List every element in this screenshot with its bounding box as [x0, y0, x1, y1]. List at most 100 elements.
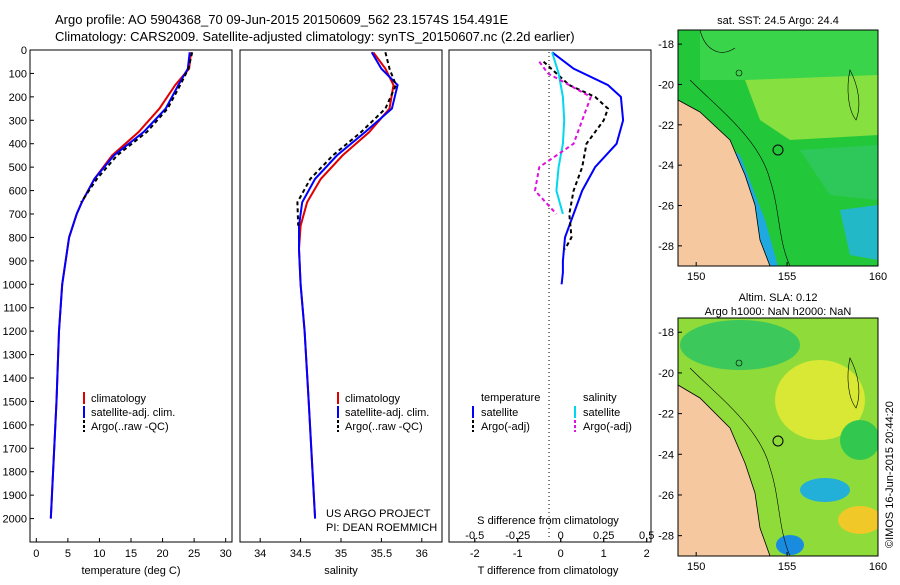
legend-argo-label: Argo(..raw -QC) [345, 421, 423, 433]
y-tick-label: 200 [9, 92, 27, 104]
x-tick-label: 0 [33, 548, 39, 560]
salinity-axes-frame [239, 49, 443, 543]
map-y-tick-label: -26 [658, 490, 674, 502]
map-x-tick-label: 160 [869, 271, 887, 283]
difference-legend: temperature salinity satellite Argo(-adj… [472, 392, 632, 433]
y-tick-label: 500 [9, 162, 27, 174]
salinity-x-ticks: 34 34.5 35 35.5 36 [254, 538, 428, 560]
temperature-axes-frame [29, 49, 233, 543]
legend-t-argo-label: Argo(-adj) [481, 421, 530, 433]
y-tick-label: 1100 [3, 303, 27, 315]
map-y-tick-label: -20 [658, 79, 674, 91]
legend-argo-label: Argo(..raw -QC) [91, 421, 169, 433]
series-line-satellite-adj-clim- [49, 52, 191, 519]
sla-map-title-1: Altim. SLA: 0.12 [739, 292, 818, 304]
y-tick-label: 700 [9, 209, 27, 221]
legend-sat-label: satellite-adj. clim. [345, 407, 429, 419]
sla-low-north [680, 320, 800, 370]
x-tick-label: 35 [335, 548, 347, 560]
y-tick-label: 600 [9, 186, 27, 198]
series-line-s-argo-adj- [533, 61, 593, 215]
sla-eddy-cold-south [776, 535, 804, 555]
x-tick-label: -2 [470, 548, 480, 560]
x-tick-label: 0.5 [639, 530, 654, 542]
sst-map-field [678, 30, 878, 266]
x-tick-label: 25 [188, 548, 200, 560]
legend-sat-label: satellite-adj. clim. [91, 407, 175, 419]
y-tick-label: 1200 [3, 326, 27, 338]
y-tick-label: 1700 [3, 443, 27, 455]
legend-temperature-title: temperature [481, 392, 540, 404]
map-x-tick-label: 155 [778, 271, 796, 283]
sla-high-center [775, 360, 865, 440]
sla-reef-contour [735, 359, 743, 367]
map-y-tick-label: -28 [658, 241, 674, 253]
map-y-tick-label: -26 [658, 200, 674, 212]
temperature-panel: 0100200300400500600700800900100011001200… [3, 45, 233, 577]
x-tick-label: 34 [254, 548, 266, 560]
sst-seamount-contour [847, 69, 860, 121]
legend-s-argo-label: Argo(-adj) [583, 421, 632, 433]
title-line-1: Argo profile: AO 5904368_70 09-Jun-2015 … [55, 12, 509, 27]
x-tick-label: 35.5 [371, 548, 392, 560]
difference-series [533, 51, 625, 285]
sla-eddy-cold [800, 478, 850, 502]
sst-warm-patch [745, 75, 878, 140]
map-x-tick-label: 150 [687, 271, 705, 283]
x-tick-label: 30 [220, 548, 232, 560]
sst-land [678, 99, 771, 266]
y-tick-label: 1300 [3, 350, 27, 362]
legend-clim-label: climatology [345, 393, 401, 405]
series-line-argo-raw-qc- [296, 52, 397, 226]
y-tick-label: 1500 [3, 396, 27, 408]
y-tick-label: 1400 [3, 373, 27, 385]
temperature-y-ticks: 0 100 200 300 400 500 600 700 800 900 1000 1100 1200… [3, 45, 34, 526]
temperature-series [49, 52, 194, 519]
y-tick-label: 1000 [3, 279, 27, 291]
sst-argo-location-marker [772, 144, 784, 156]
y-tick-label: 400 [9, 139, 27, 151]
sla-argo-location-marker [772, 435, 784, 447]
x-tick-label: 10 [93, 548, 105, 560]
x-tick-label: 0.25 [593, 530, 614, 542]
y-tick-label: 1800 [3, 467, 27, 479]
sla-map-frame [677, 317, 879, 557]
series-line-climatology [49, 52, 192, 519]
x-tick-label: 20 [156, 548, 168, 560]
sla-map: Altim. SLA: 0.12 Argo h1000: NaN h2000: … [658, 292, 896, 573]
map-y-tick-label: -18 [658, 327, 674, 339]
x-tick-label: 2 [644, 548, 650, 560]
temperature-xlabel: temperature (deg C) [81, 565, 180, 577]
sst-map-frame [677, 29, 879, 267]
y-tick-label: 900 [9, 256, 27, 268]
sst-map: sat. SST: 24.5 Argo: 24.4 150 155 160 -18 -2… [658, 15, 887, 283]
salinity-series [296, 51, 399, 519]
sst-bathymetry-contours [689, 30, 791, 266]
y-tick-label: 0 [21, 45, 27, 57]
map-x-tick-label: 160 [869, 561, 887, 573]
x-tick-label: -1 [513, 548, 523, 560]
title-line-2: Climatology: CARS2009. Satellite-adjuste… [55, 29, 575, 44]
x-tick-label: 5 [65, 548, 71, 560]
sla-eddy-warm [838, 506, 878, 534]
temperature-legend: climatology satellite-adj. clim. Argo(..… [83, 392, 175, 433]
difference-x-ticks: -2 -1 0 1 2 -0.5 -0.25 0 0.25 0.5 [465, 530, 654, 560]
x-tick-label: 15 [125, 548, 137, 560]
difference-panel: -2 -1 0 1 2 -0.5 -0.25 0 0.25 0.5 S difference fr… [448, 49, 654, 577]
sla-bathymetry-contours [689, 367, 791, 556]
map-y-tick-label: -24 [658, 160, 674, 172]
x-tick-label: 36 [416, 548, 428, 560]
temperature-x-ticks: 0 5 10 15 20 25 30 [33, 538, 232, 560]
series-line-t-argo-adj- [542, 60, 610, 250]
map-y-tick-label: -18 [658, 39, 674, 51]
salinity-legend: climatology satellite-adj. clim. Argo(..… [337, 392, 429, 433]
y-tick-label: 100 [9, 68, 27, 80]
series-line-satellite-adj-clim- [298, 51, 399, 519]
salinity-xlabel: salinity [324, 565, 358, 577]
sst-map-ticks: 150 155 160 -18 -20 -22 -24 -26 -28 [658, 39, 887, 283]
x-tick-label: -0.5 [465, 530, 484, 542]
imos-credit: ©IMOS 16-Jun-2015 20:44:20 [884, 401, 896, 548]
salinity-panel: 34 34.5 35 35.5 36 salinity climatology sate… [239, 49, 443, 577]
legend-clim-label: climatology [91, 393, 147, 405]
